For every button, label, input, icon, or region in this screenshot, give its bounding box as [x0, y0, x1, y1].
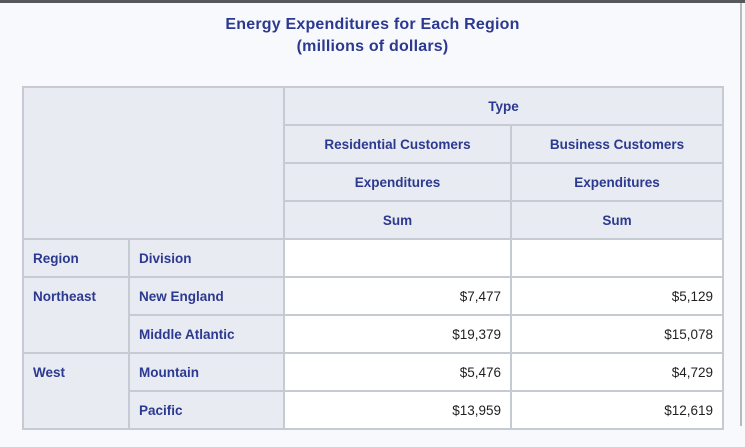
business-value-cell: $12,619	[509, 390, 725, 430]
table-row: Sum Sum	[23, 200, 725, 240]
column-header-residential: Residential Customers	[283, 124, 512, 164]
business-value-cell: $15,078	[509, 314, 725, 354]
empty-data-cell	[283, 238, 512, 278]
table-row: Northeast New England $7,477 $5,129	[22, 276, 725, 354]
results-table: Type Residential Customers Business Cust…	[22, 86, 725, 430]
table-row: Pacific $13,959 $12,619	[23, 390, 725, 430]
residential-value-cell: $7,477	[283, 276, 512, 316]
residential-value-cell: $19,379	[283, 314, 512, 354]
report-header: Energy Expenditures for Each Region (mil…	[0, 3, 745, 58]
measure-header-residential: Expenditures	[283, 162, 512, 202]
stat-header-residential: Sum	[283, 200, 512, 240]
table-row: Region Division	[22, 238, 725, 278]
region-cell-west: West	[22, 352, 130, 430]
column-header-business: Business Customers	[509, 124, 725, 164]
residential-value-cell: $13,959	[283, 390, 512, 430]
table-row: Residential Customers Business Customers	[23, 124, 725, 164]
report-subtitle: (millions of dollars)	[296, 38, 449, 55]
window-right-edge	[740, 3, 742, 426]
business-value-cell: $4,729	[509, 352, 725, 392]
corner-spacer-cell	[22, 86, 285, 240]
stat-header-business: Sum	[509, 200, 725, 240]
region-cell-northeast: Northeast	[22, 276, 130, 354]
table-row: Middle Atlantic $19,379 $15,078	[23, 314, 725, 354]
division-dim-header: Division	[128, 238, 285, 278]
division-cell: Middle Atlantic	[128, 314, 285, 354]
report-title: Energy Expenditures for Each Region	[225, 16, 520, 33]
residential-value-cell: $5,476	[283, 352, 512, 392]
business-value-cell: $5,129	[509, 276, 725, 316]
region-dim-header: Region	[22, 238, 130, 278]
table-row: West Mountain $5,476 $4,729	[22, 352, 725, 430]
table-row: Type	[22, 86, 725, 240]
measure-header-business: Expenditures	[509, 162, 725, 202]
type-header-cell: Type	[282, 86, 725, 126]
division-cell: Mountain	[128, 352, 285, 392]
division-cell: New England	[128, 276, 285, 316]
division-cell: Pacific	[128, 390, 285, 430]
empty-data-cell	[509, 238, 725, 278]
table-row: Expenditures Expenditures	[23, 162, 725, 202]
